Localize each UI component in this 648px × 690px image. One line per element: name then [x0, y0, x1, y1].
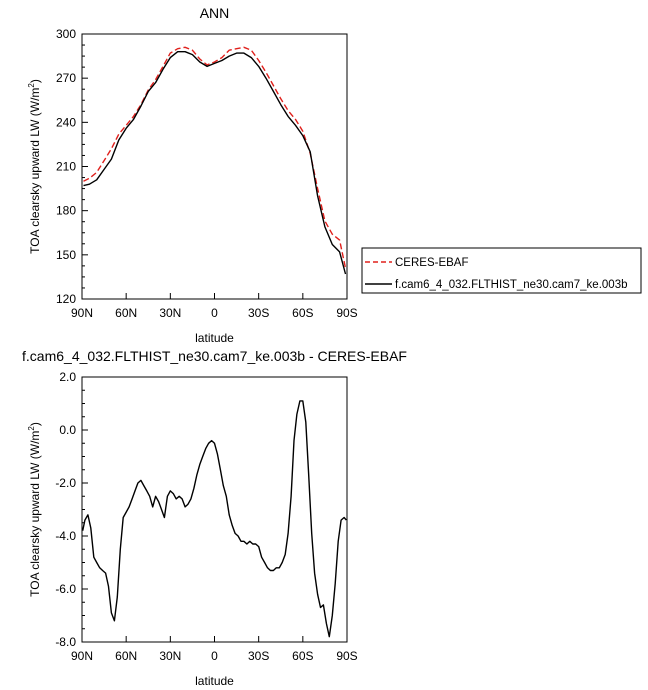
legend-box [361, 247, 642, 294]
bottom-y-tick-label: 2.0 [59, 370, 76, 384]
bottom-x-tick-label: 60N [115, 649, 137, 663]
top-y-tick-label: 180 [56, 204, 76, 218]
bottom-series-group [82, 400, 347, 638]
bottom-chart-title: f.cam6_4_032.FLTHIST_ne30.cam7_ke.003b -… [22, 348, 407, 364]
top-y-axis-label: TOA clearsky upward LW (W/m2) [27, 79, 42, 254]
bottom-y-tick-label: -8.0 [55, 635, 76, 649]
legend: CERES-EBAF f.cam6_4_032.FLTHIST_ne30.cam… [361, 247, 642, 294]
legend-label-model: f.cam6_4_032.FLTHIST_ne30.cam7_ke.003b [395, 279, 627, 291]
top-y-tick-label: 300 [56, 27, 76, 41]
bottom-ticks: 90N 60N 30N 0 30S 60S 90S -8.0 -6.0 -4.0 -2.0 0.0 2.… [55, 370, 357, 663]
top-series-line-1 [83, 51, 347, 275]
top-y-tick-label: 240 [56, 115, 76, 129]
top-x-axis-label: latitude [195, 331, 234, 345]
top-x-tick-label: 0 [211, 306, 218, 320]
bottom-panel: f.cam6_4_032.FLTHIST_ne30.cam7_ke.003b -… [22, 348, 407, 688]
top-x-tick-label: 60N [115, 306, 137, 320]
bottom-y-axis-label: TOA clearsky upward LW (W/m2) [27, 422, 42, 597]
top-panel: ANN 90N 60N 30N 0 30S 60S 90S 120 150 180 210 240 27… [27, 5, 642, 345]
bottom-series-line-0 [82, 400, 347, 638]
top-x-tick-label: 90N [71, 306, 93, 320]
bottom-x-tick-label: 0 [211, 649, 218, 663]
top-x-tick-label: 60S [292, 306, 313, 320]
top-chart-title: ANN [200, 5, 230, 21]
top-x-tick-label: 30S [248, 306, 269, 320]
bottom-y-tick-label: -4.0 [55, 529, 76, 543]
bottom-y-tick-label: -2.0 [55, 476, 76, 490]
bottom-y-tick-label: 0.0 [59, 423, 76, 437]
bottom-x-tick-label: 30N [159, 649, 181, 663]
bottom-x-tick-label: 90S [336, 649, 357, 663]
bottom-x-tick-label: 90N [71, 649, 93, 663]
top-series-group [83, 46, 347, 275]
top-x-tick-label: 90S [336, 306, 357, 320]
top-plot-frame [81, 33, 348, 300]
top-y-tick-label: 210 [56, 160, 76, 174]
bottom-x-tick-label: 60S [292, 649, 313, 663]
bottom-plot-frame [81, 376, 348, 643]
bottom-y-tick-label: -6.0 [55, 582, 76, 596]
bottom-x-tick-label: 30S [248, 649, 269, 663]
top-ticks: 90N 60N 30N 0 30S 60S 90S 120 150 180 210 240 270 300 [56, 27, 358, 320]
legend-label-ceres: CERES-EBAF [395, 257, 469, 269]
top-x-tick-label: 30N [159, 306, 181, 320]
top-y-tick-label: 270 [56, 71, 76, 85]
top-series-line-0 [83, 46, 347, 269]
bottom-x-axis-label: latitude [195, 674, 234, 688]
top-y-tick-label: 150 [56, 248, 76, 262]
top-y-tick-label: 120 [56, 292, 76, 306]
